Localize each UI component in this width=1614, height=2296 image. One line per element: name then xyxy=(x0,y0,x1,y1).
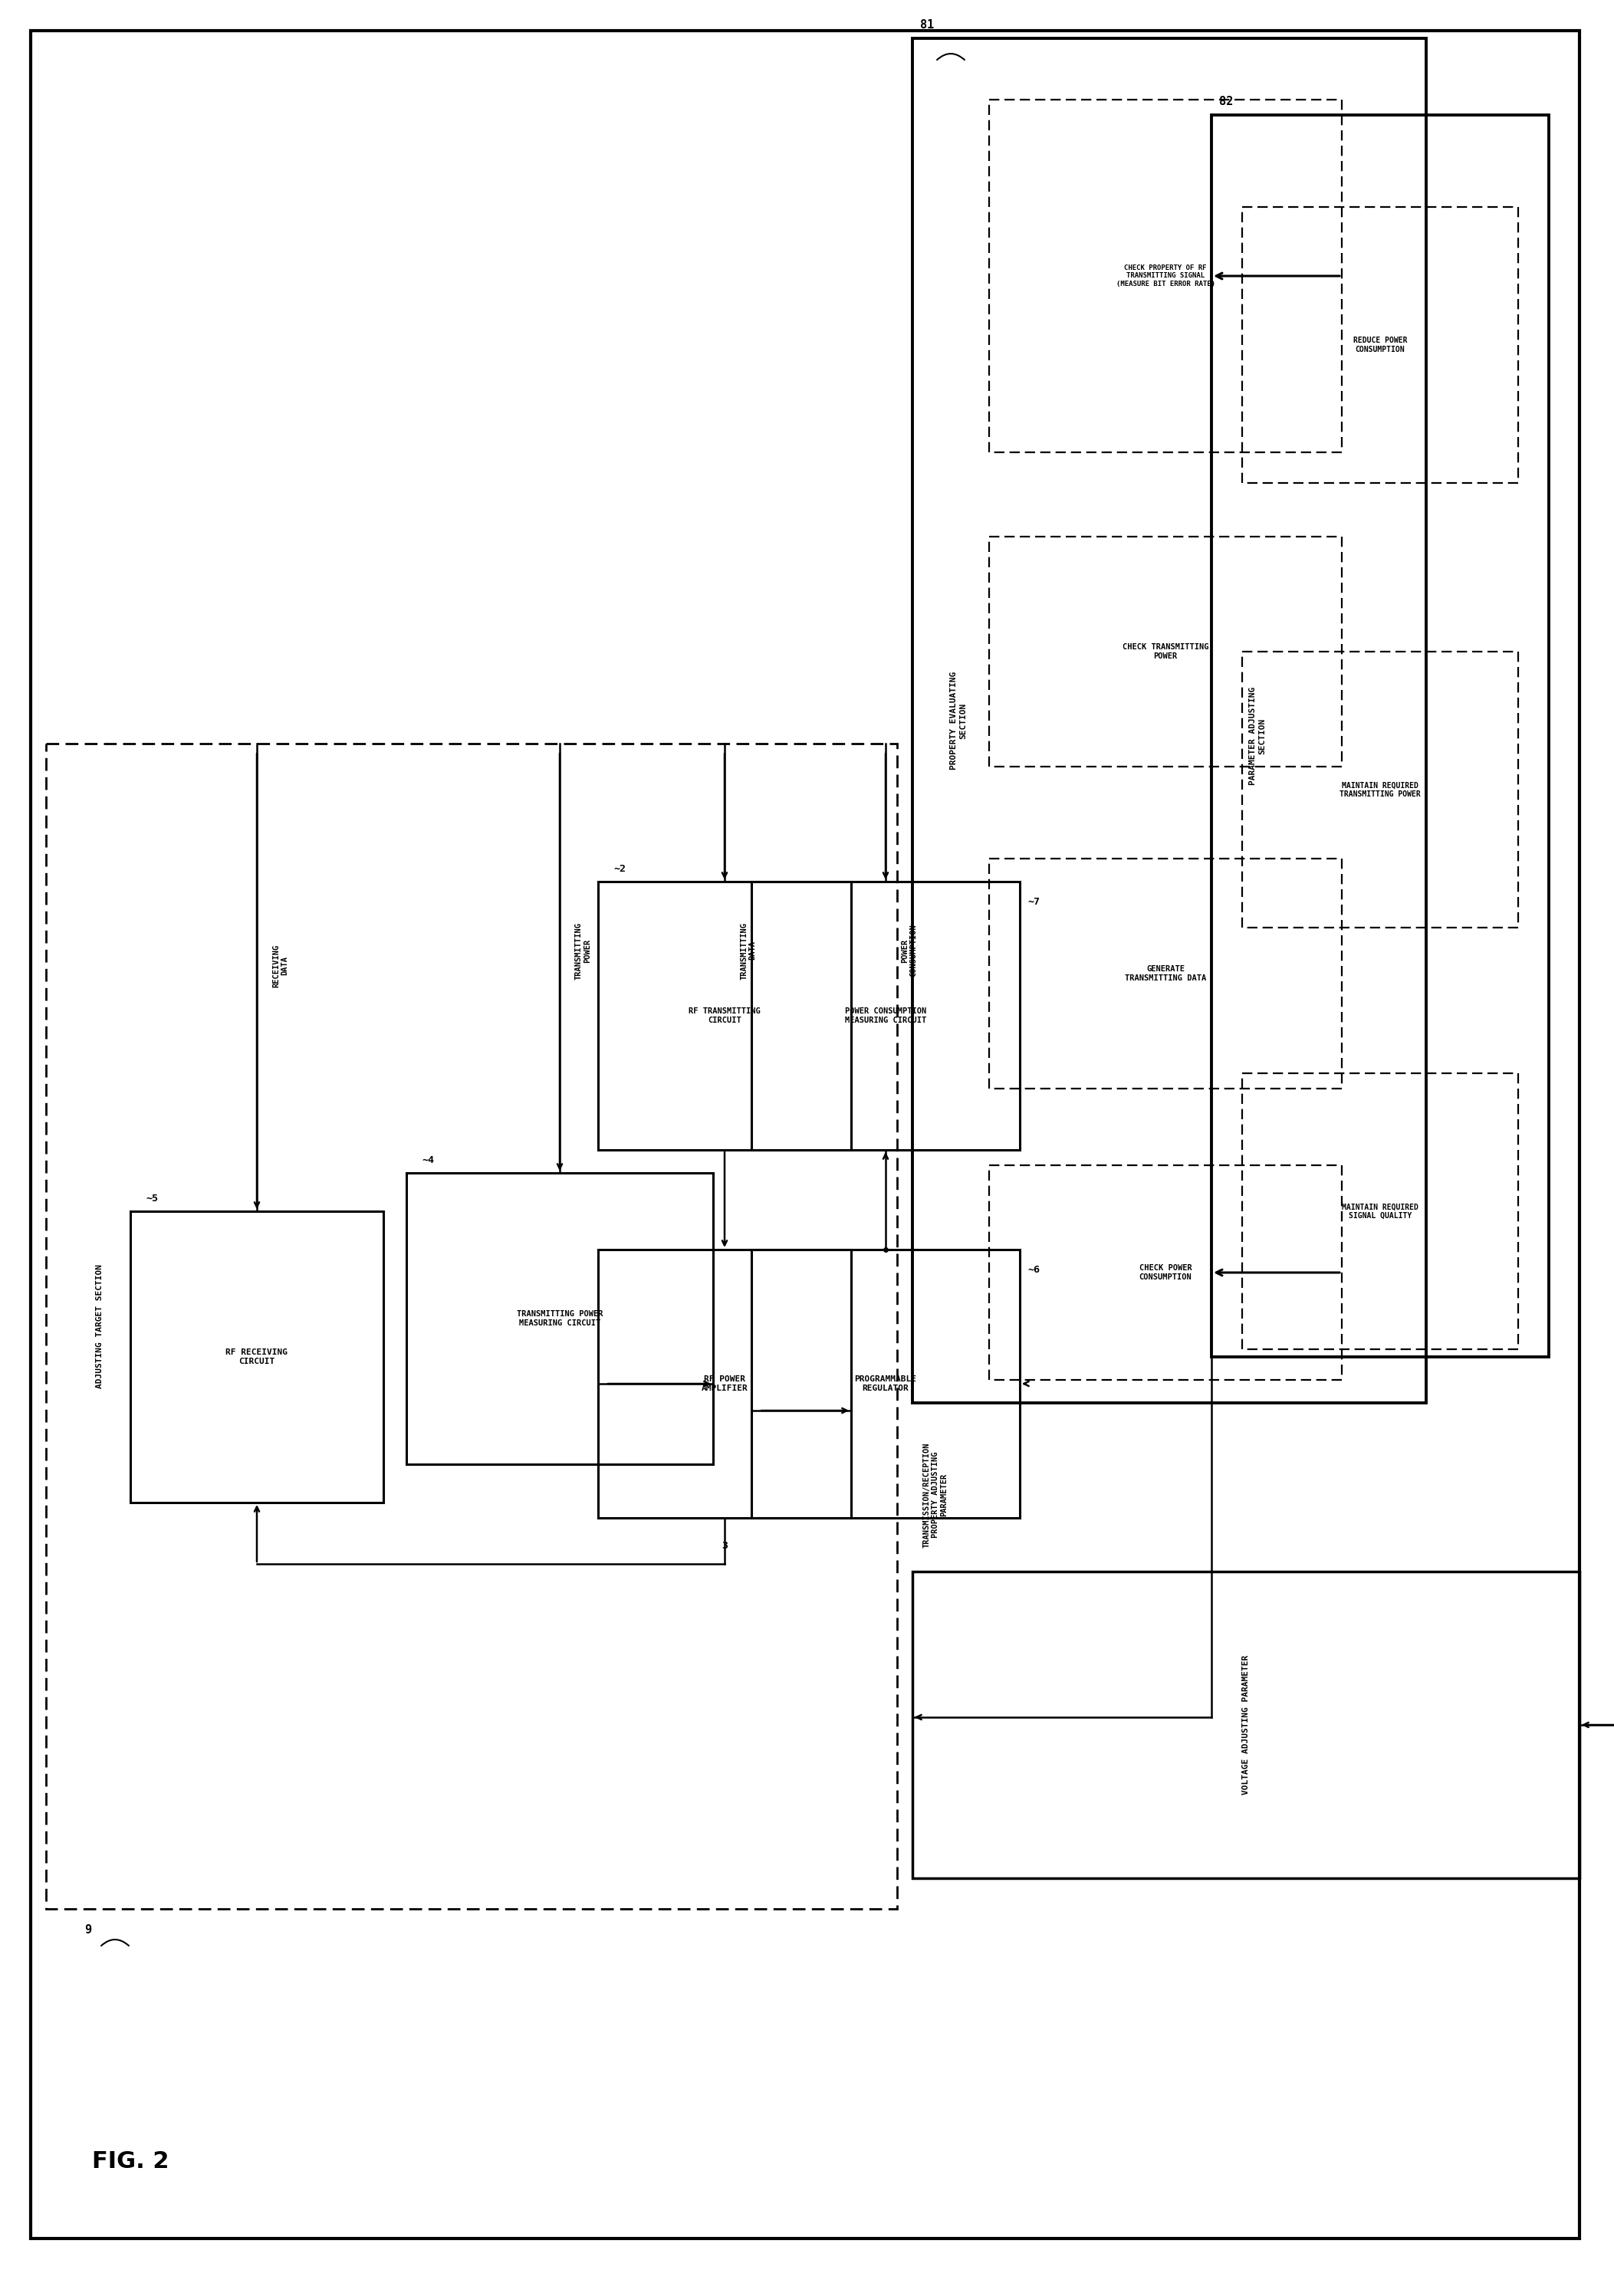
Bar xyxy=(599,1249,851,1518)
Bar xyxy=(752,1249,1020,1518)
Text: ~5: ~5 xyxy=(145,1194,158,1203)
Text: ADJUSTING TARGET SECTION: ADJUSTING TARGET SECTION xyxy=(95,1265,103,1389)
Bar xyxy=(599,882,851,1150)
Text: CHECK PROPERTY OF RF
TRANSMITTING SIGNAL
(MEASURE BIT ERROR RATE): CHECK PROPERTY OF RF TRANSMITTING SIGNAL… xyxy=(1115,264,1215,287)
Bar xyxy=(752,882,1020,1150)
Bar xyxy=(1243,1072,1519,1350)
Text: VOLTAGE ADJUSTING PARAMETER: VOLTAGE ADJUSTING PARAMETER xyxy=(1243,1655,1249,1795)
Text: PROGRAMMABLE
REGULATOR: PROGRAMMABLE REGULATOR xyxy=(854,1375,917,1391)
Text: RF RECEIVING
CIRCUIT: RF RECEIVING CIRCUIT xyxy=(226,1348,287,1366)
Text: RECEIVING
DATA: RECEIVING DATA xyxy=(273,944,289,987)
Text: TRANSMITTING
DATA: TRANSMITTING DATA xyxy=(739,923,757,980)
Text: PROPERTY EVALUATING
SECTION: PROPERTY EVALUATING SECTION xyxy=(951,670,967,769)
Bar xyxy=(1212,115,1549,1357)
Text: CHECK TRANSMITTING
POWER: CHECK TRANSMITTING POWER xyxy=(1122,643,1209,659)
Text: RF POWER
AMPLIFIER: RF POWER AMPLIFIER xyxy=(702,1375,747,1391)
Bar xyxy=(47,744,897,1908)
Text: REDUCE POWER
CONSUMPTION: REDUCE POWER CONSUMPTION xyxy=(1353,338,1407,354)
Bar xyxy=(1243,652,1519,928)
Bar xyxy=(989,1166,1341,1380)
Text: ~4: ~4 xyxy=(421,1155,434,1166)
Bar xyxy=(407,1173,713,1465)
Text: ~7: ~7 xyxy=(1028,898,1039,907)
Text: TRANSMITTING
POWER: TRANSMITTING POWER xyxy=(575,923,592,980)
Text: ~2: ~2 xyxy=(613,863,626,875)
Text: TRANSMISSION/RECEPTION
PROPERTY ADJUSTING
PARAMETER: TRANSMISSION/RECEPTION PROPERTY ADJUSTIN… xyxy=(923,1442,947,1548)
Bar xyxy=(131,1212,384,1502)
Bar xyxy=(912,39,1427,1403)
Bar xyxy=(1243,207,1519,482)
Bar xyxy=(989,537,1341,767)
Text: TRANSMITTING POWER
MEASURING CIRCUIT: TRANSMITTING POWER MEASURING CIRCUIT xyxy=(516,1311,604,1327)
Text: ~6: ~6 xyxy=(1028,1265,1039,1274)
Bar xyxy=(989,859,1341,1088)
Text: GENERATE
TRANSMITTING DATA: GENERATE TRANSMITTING DATA xyxy=(1125,964,1206,983)
Text: 82: 82 xyxy=(1219,96,1233,108)
Text: MAINTAIN REQUIRED
SIGNAL QUALITY: MAINTAIN REQUIRED SIGNAL QUALITY xyxy=(1341,1203,1419,1219)
Text: 81: 81 xyxy=(920,18,935,30)
Bar xyxy=(989,99,1341,452)
Text: POWER
CONSUMPTION: POWER CONSUMPTION xyxy=(901,925,917,978)
Text: CHECK POWER
CONSUMPTION: CHECK POWER CONSUMPTION xyxy=(1139,1265,1191,1281)
Text: 9: 9 xyxy=(84,1924,92,1936)
Text: POWER CONSUMPTION
MEASURING CIRCUIT: POWER CONSUMPTION MEASURING CIRCUIT xyxy=(844,1008,926,1024)
Text: RF TRANSMITTING
CIRCUIT: RF TRANSMITTING CIRCUIT xyxy=(689,1008,760,1024)
Text: PARAMETER ADJUSTING
SECTION: PARAMETER ADJUSTING SECTION xyxy=(1249,687,1265,785)
Bar xyxy=(912,1570,1580,1878)
Text: FIG. 2: FIG. 2 xyxy=(92,2151,169,2172)
Text: 3: 3 xyxy=(721,1541,728,1550)
Text: MAINTAIN REQUIRED
TRANSMITTING POWER: MAINTAIN REQUIRED TRANSMITTING POWER xyxy=(1340,781,1420,799)
